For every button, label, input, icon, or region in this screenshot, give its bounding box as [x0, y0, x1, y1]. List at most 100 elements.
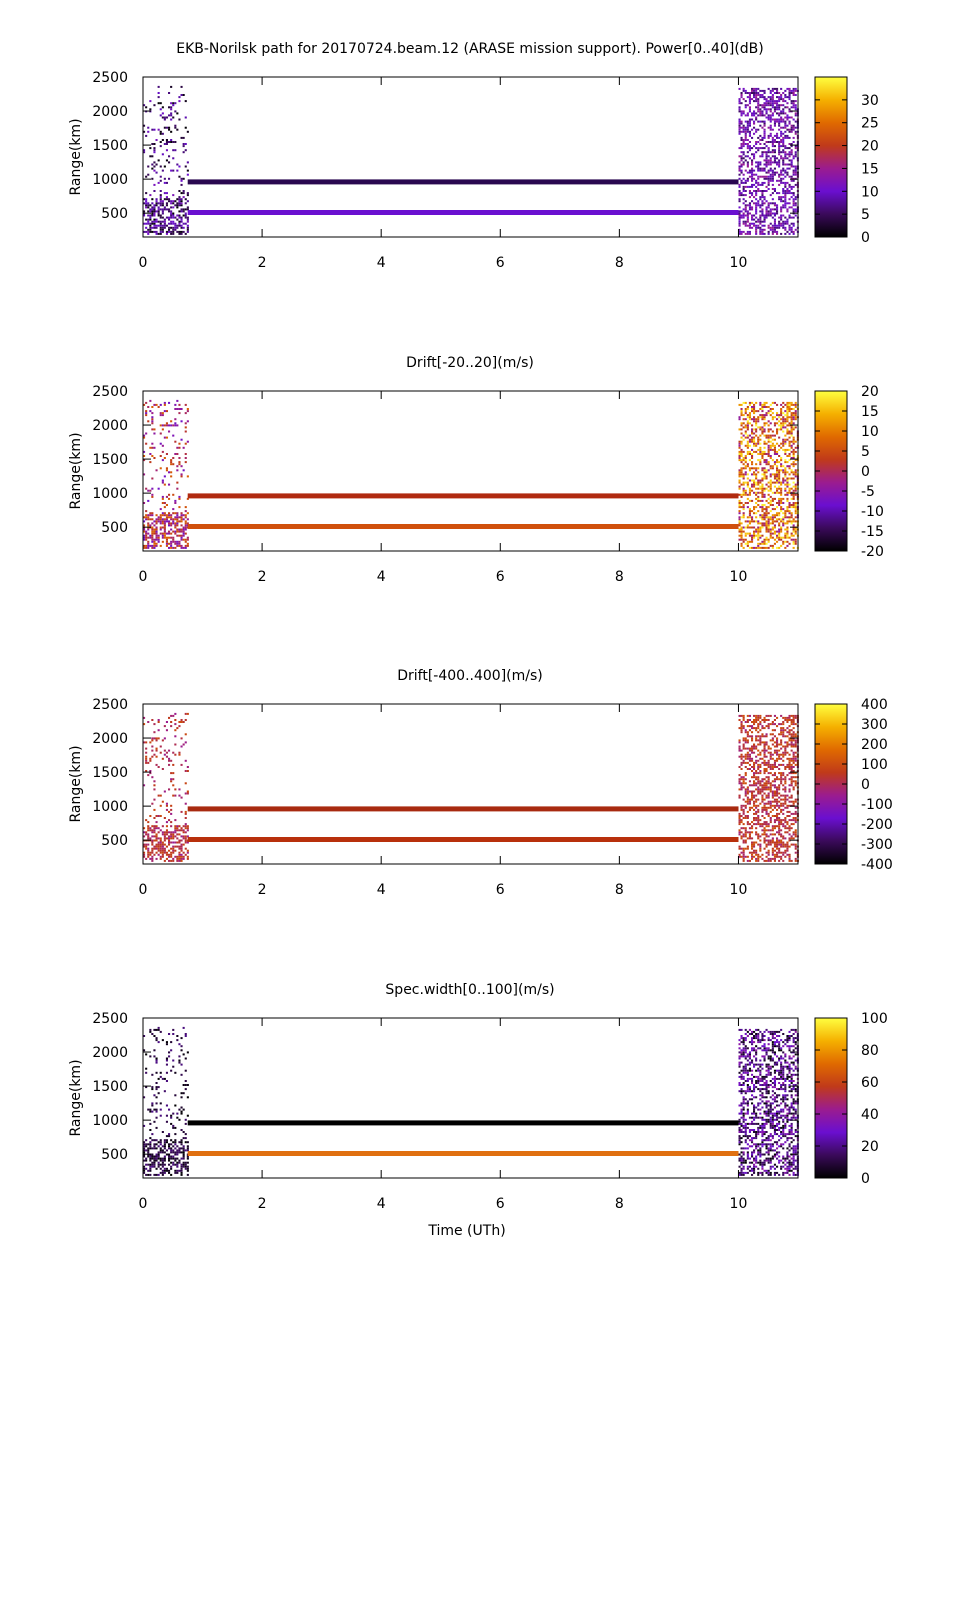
panel2-data-cell [782, 755, 785, 758]
panel2-data-cell [149, 741, 152, 744]
panel2-data-cell [769, 804, 772, 807]
panel2-data-cell [767, 859, 770, 862]
panel0-data-cell [759, 96, 762, 99]
panel3-data-cell [153, 1094, 156, 1097]
panel1-data-cell [767, 506, 770, 509]
panel3-data-cell [153, 1028, 156, 1031]
panel2-data-cell [790, 782, 793, 785]
panel0-data-cell [790, 179, 793, 182]
panel2-data-cell [170, 714, 173, 717]
panel3-data-cell [172, 1033, 175, 1035]
panel2-data-cell [771, 808, 774, 811]
panel2-data-cell [165, 802, 168, 805]
panel2-data-cell [763, 831, 766, 834]
panel2-data-cell [776, 753, 779, 756]
panel1-data-cell [744, 532, 747, 535]
panel0-data-cell [748, 106, 751, 109]
panel0-data-cell [786, 210, 789, 213]
panel1-data-cell [786, 532, 789, 535]
panel1-data-cell [748, 514, 751, 517]
panel0-data-cell [149, 204, 152, 207]
panel1-data-cell [748, 520, 751, 523]
panel2-data-cell [738, 833, 741, 836]
panel2-data-cell [771, 737, 774, 740]
panel2-data-cell [784, 751, 787, 754]
panel1-data-cell [168, 522, 171, 525]
panel0-data-cell [740, 120, 743, 123]
panel0-data-cell [755, 204, 758, 207]
panel0-data-cell [753, 169, 756, 172]
panel2-data-cell [782, 772, 785, 775]
panel2-data-cell [151, 831, 154, 834]
panel2-data-cell [742, 847, 745, 850]
panel1-data-cell [738, 473, 741, 476]
panel0-data-cell [780, 177, 783, 180]
panel0-data-cell [147, 218, 150, 221]
panel1-plot-frame [142, 390, 799, 552]
panel1-colorbar-tick-label: -20 [861, 544, 884, 560]
panel1-data-cell [744, 424, 747, 427]
panel2-data-cell [794, 751, 797, 754]
panel1-data-cell [790, 408, 793, 410]
panel0-data-cell [780, 130, 783, 133]
panel2-data-cell [786, 731, 789, 734]
panel2-data-cell [744, 835, 747, 838]
panel0-data-cell [157, 214, 160, 217]
panel0-data-cell [178, 118, 181, 121]
panel0-data-cell [759, 206, 762, 209]
panel1-data-cell [147, 499, 150, 502]
panel2-colorbar-tick-label: 200 [861, 737, 888, 753]
panel2-data-cell [186, 766, 189, 768]
panel2-data-cell [755, 812, 758, 815]
panel0-data-cell [769, 212, 772, 215]
panel0-data-cell [782, 118, 785, 121]
panel1-data-cell [161, 414, 164, 417]
panel2-data-cell [776, 778, 779, 781]
panel0-data-cell [149, 230, 152, 233]
panel3-data-cell [151, 1139, 154, 1142]
panel1-data-cell [740, 461, 743, 464]
panel1-data-cell [755, 528, 758, 531]
panel1-data-cell [184, 528, 187, 531]
panel1-data-cell [186, 408, 189, 410]
panel0-data-cell [794, 108, 797, 111]
panel1-data-cell [761, 540, 764, 543]
panel0-data-cell [184, 232, 187, 235]
panel1-data-cell [773, 497, 776, 500]
panel0-data-cell [153, 222, 156, 225]
panel2-data-cell [769, 763, 772, 766]
panel2-data-cell [186, 825, 189, 828]
panel0-data-cell [748, 134, 751, 137]
panel1-data-cell [769, 467, 772, 470]
panel0-data-cell [740, 114, 743, 117]
panel0-data-cell [751, 173, 754, 176]
panel1-data-cell [786, 534, 789, 537]
panel2-data-cell [761, 808, 764, 811]
panel2-data-cell [176, 859, 179, 862]
panel2-data-cell [759, 753, 762, 756]
panel2-data-cell [755, 745, 758, 748]
panel2-data-cell [145, 770, 148, 772]
panel3-data-cell [742, 1124, 745, 1127]
panel1-data-cell [773, 434, 776, 437]
panel1-data-cell [757, 542, 760, 545]
panel1-data-cell [149, 461, 152, 464]
panel1-data-cell [751, 401, 754, 404]
panel0-data-cell [767, 206, 770, 209]
panel1-data-cell [176, 481, 179, 484]
panel2-data-cell [740, 847, 743, 850]
panel2-data-cell [145, 857, 148, 860]
panel0-data-cell [780, 171, 783, 174]
panel2-data-cell [790, 843, 793, 846]
panel1-data-cell [759, 426, 762, 429]
panel3-data-cell [176, 1035, 179, 1037]
panel2-data-cell [784, 780, 787, 783]
panel2-data-cell [773, 729, 776, 732]
panel1-data-cell [767, 410, 770, 413]
panel1-data-cell [172, 518, 175, 521]
panel2-data-cell [147, 853, 150, 856]
panel2-data-cell [746, 815, 749, 817]
panel2-data-cell [776, 766, 779, 768]
panel0-data-cell [757, 106, 760, 109]
panel3-data-cell [180, 1110, 183, 1113]
